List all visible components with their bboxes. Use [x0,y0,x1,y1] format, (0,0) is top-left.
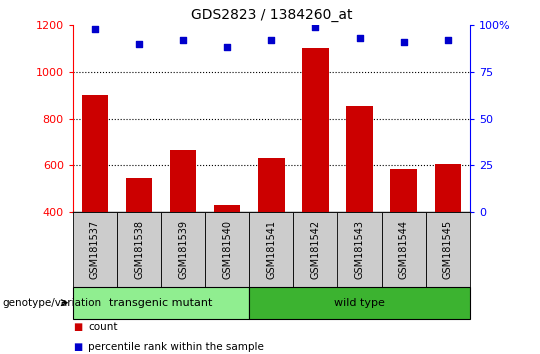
Text: ■: ■ [73,322,82,332]
Bar [249,287,470,319]
Point [223,45,232,50]
Text: GSM181539: GSM181539 [178,220,188,279]
Text: GSM181538: GSM181538 [134,220,144,279]
Bar [214,205,240,306]
Bar [382,212,426,287]
Bar [302,48,329,306]
Point [135,41,144,46]
Point [355,35,364,41]
Text: GSM181543: GSM181543 [355,220,365,279]
Bar [338,212,382,287]
Text: GSM181544: GSM181544 [399,220,409,279]
Bar [161,212,205,287]
Text: wild type: wild type [334,298,385,308]
Bar [170,150,197,306]
Title: GDS2823 / 1384260_at: GDS2823 / 1384260_at [191,8,352,22]
Text: GSM181537: GSM181537 [90,220,100,279]
Point [91,26,99,32]
Text: ■: ■ [73,342,82,352]
Bar [426,212,470,287]
Bar [126,178,152,306]
Text: count: count [88,322,118,332]
Text: GSM181540: GSM181540 [222,220,232,279]
Point [443,37,452,42]
Bar [293,212,338,287]
Point [399,39,408,45]
Bar [82,95,108,306]
Text: GSM181542: GSM181542 [310,220,320,279]
Bar [435,164,461,306]
Text: GSM181545: GSM181545 [443,220,453,279]
Bar [205,212,249,287]
Point [179,37,187,42]
Bar [258,159,285,306]
Bar [73,212,117,287]
Text: genotype/variation: genotype/variation [3,298,102,308]
Text: GSM181541: GSM181541 [266,220,276,279]
Point [267,37,275,42]
Bar [73,287,249,319]
Point [311,24,320,29]
Bar [390,169,417,306]
Bar [249,212,293,287]
Text: transgenic mutant: transgenic mutant [110,298,213,308]
Bar [346,106,373,306]
Bar [117,212,161,287]
Text: percentile rank within the sample: percentile rank within the sample [88,342,264,352]
